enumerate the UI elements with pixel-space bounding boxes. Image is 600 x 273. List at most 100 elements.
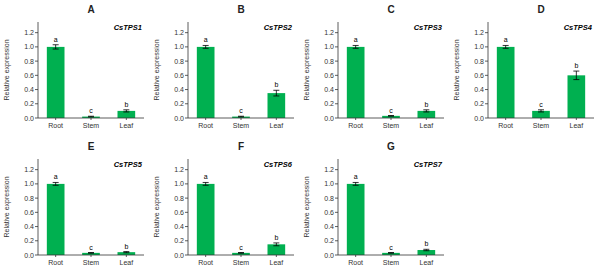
y-tick [185,255,188,256]
error-bar [388,115,394,117]
y-tick [335,183,338,184]
significance-letter: b [274,81,278,88]
x-tick [541,118,542,120]
panel: 0.00.20.40.60.81.01.2RootStemLeafRelativ… [303,141,444,266]
marks [47,45,135,118]
significance-letter: c [239,244,243,251]
gene-name: CsTPS1 [114,23,142,32]
y-tick-label: 0.0 [174,252,184,259]
x-tick [55,255,56,257]
y-tick [185,89,188,90]
y-tick [335,118,338,119]
y-tick-label: 1.0 [174,180,184,187]
gene-name: CsTPS3 [414,23,443,32]
y-tick [185,32,188,33]
y-tick-label: 0.0 [474,115,484,122]
x-tick-label: Leaf [120,122,134,129]
x-tick [241,255,242,257]
y-tick-label: 1.2 [24,29,34,36]
x-tick [55,118,56,120]
y-tick-label: 0.6 [324,209,334,216]
significance-letter: c [389,107,393,114]
y-tick-label: 0.8 [24,195,34,202]
error-bar [238,252,244,254]
panel-title: E [88,141,95,152]
significance-letter: a [354,36,358,43]
y-tick-label: 0.8 [324,195,334,202]
y-tick-label: 0.6 [174,72,184,79]
x-tick [355,255,356,257]
panel-title: D [537,4,544,15]
y-tick [485,32,488,33]
y-tick-label: 0.8 [174,195,184,202]
significance-letter: b [274,234,278,241]
y-tick-label: 1.2 [174,166,184,173]
x-tick-label: Leaf [570,122,584,129]
y-tick [485,61,488,62]
y-tick-label: 0.8 [24,58,34,65]
y-tick-label: 0.4 [324,223,334,230]
x-tick [205,118,206,120]
significance-letter: a [54,173,58,180]
y-tick [35,46,38,47]
panel-title: F [238,141,244,152]
bar [118,252,136,255]
x-tick-label: Stem [233,122,250,129]
y-tick-label: 0.0 [24,252,34,259]
y-tick [185,75,188,76]
gene-name: CsTPS2 [264,23,293,32]
y-tick-label: 0.8 [474,58,484,65]
y-tick-label: 1.0 [474,43,484,50]
x-tick-label: Root [348,259,363,266]
y-tick-label: 0.6 [24,209,34,216]
error-bar [88,116,94,118]
y-tick-label: 0.4 [324,86,334,93]
panel-title: C [387,4,394,15]
bar [347,47,365,118]
y-tick [485,46,488,47]
x-tick-label: Leaf [420,259,434,266]
significance-letter: b [574,62,578,69]
y-tick [485,89,488,90]
y-tick-label: 0.4 [174,223,184,230]
x-tick [126,255,127,257]
bar [532,111,550,118]
y-tick [35,255,38,256]
y-tick-label: 0.2 [174,237,184,244]
bar [47,184,65,255]
significance-letter: c [89,244,93,251]
y-tick [35,240,38,241]
y-tick [335,61,338,62]
y-axis-label: Relative expression [453,39,461,100]
y-tick [335,46,338,47]
y-tick [185,240,188,241]
y-tick [185,46,188,47]
y-axis-label: Relative expression [303,39,311,100]
significance-letter: a [504,36,508,43]
y-tick-label: 0.0 [324,115,334,122]
y-tick-label: 1.2 [474,29,484,36]
x-tick [91,255,92,257]
x-tick [505,118,506,120]
x-tick-label: Root [48,259,63,266]
y-tick-label: 1.0 [324,180,334,187]
x-tick [426,255,427,257]
bar [47,47,65,118]
gene-name: CsTPS6 [264,160,293,169]
panel-title: A [87,4,94,15]
bar [497,47,515,118]
y-tick [35,226,38,227]
y-tick-label: 0.2 [324,100,334,107]
y-tick-label: 0.8 [324,58,334,65]
x-tick-label: Leaf [420,122,434,129]
error-bar [423,110,429,112]
y-tick [485,103,488,104]
x-tick-label: Leaf [270,259,284,266]
significance-letter: a [54,36,58,43]
y-tick [35,89,38,90]
x-tick [391,118,392,120]
y-tick [35,61,38,62]
y-tick [485,118,488,119]
error-bar [238,116,244,118]
plot-area [188,159,294,255]
